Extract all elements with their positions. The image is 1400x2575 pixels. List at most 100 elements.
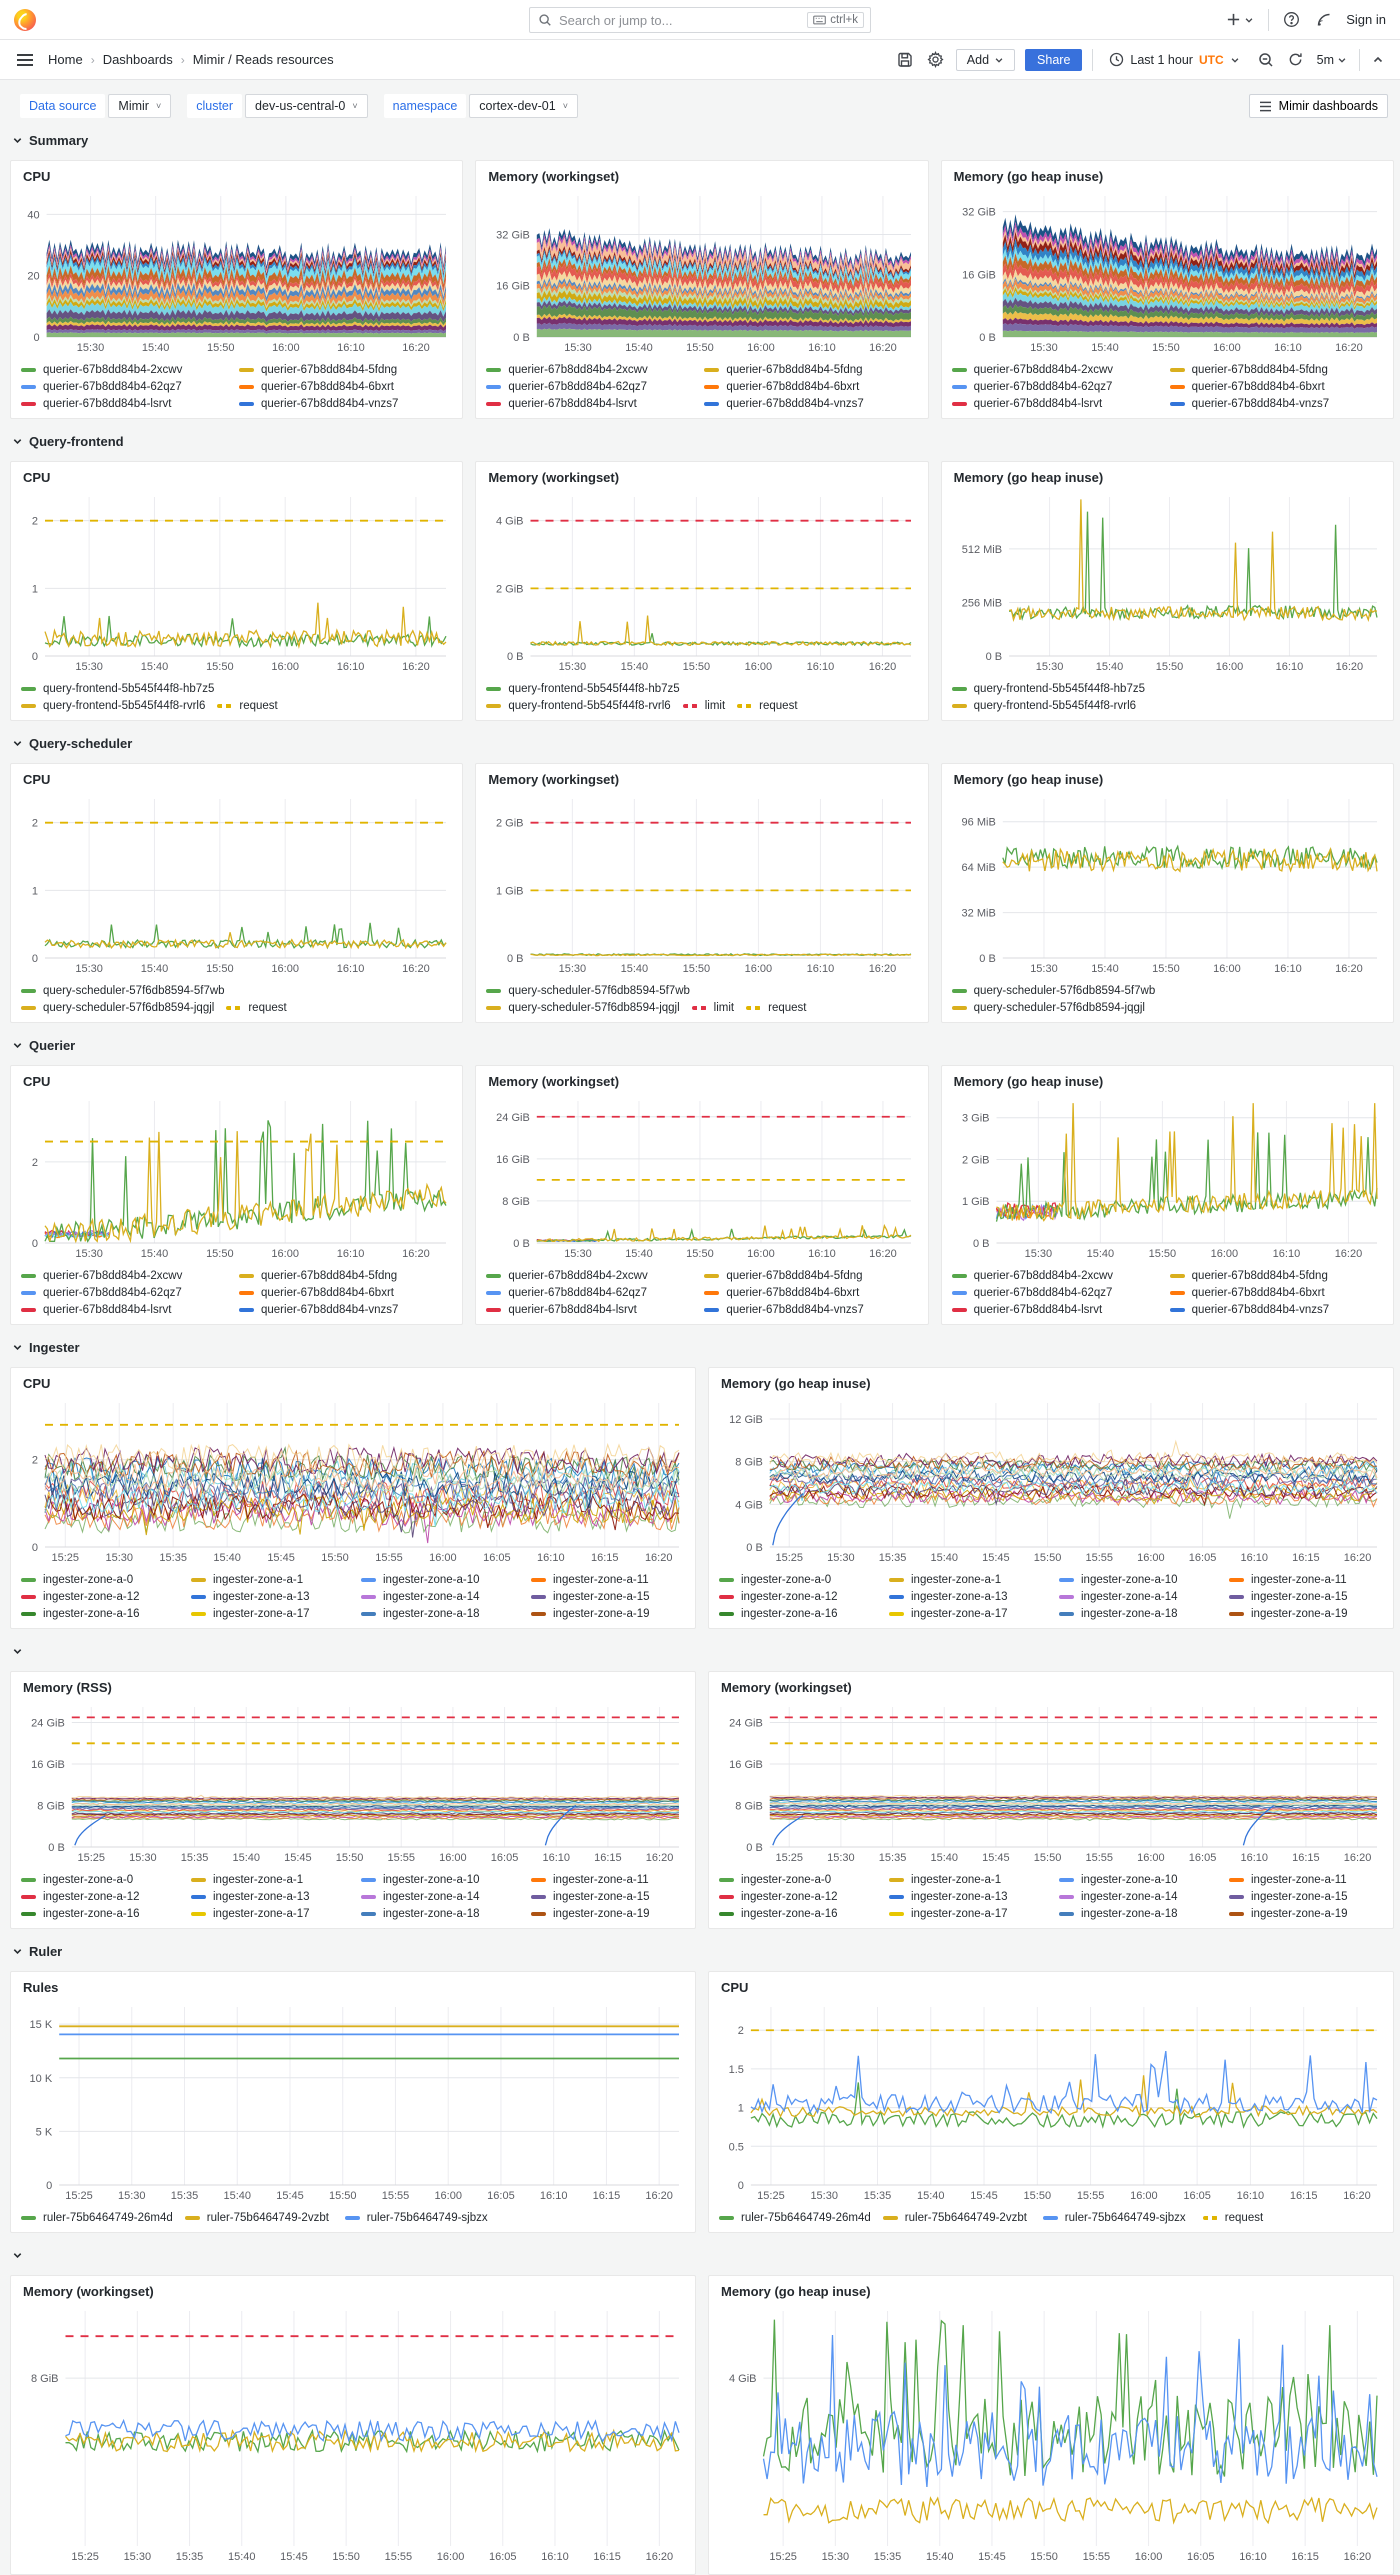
panel-title[interactable]: Memory (workingset) <box>488 772 620 787</box>
legend-item[interactable]: querier-67b8dd84b4-lsrvt <box>486 1304 692 1316</box>
panel-title[interactable]: CPU <box>23 1074 51 1089</box>
legend-item[interactable]: ingester-zone-a-13 <box>889 1891 1047 1903</box>
time-series-chart[interactable]: 15:30 15:40 15:50 16:00 16:10 16:20 4 GiB 2 GiB… <box>486 489 917 676</box>
legend-item[interactable]: querier-67b8dd84b4-vnzs7 <box>1169 1304 1376 1316</box>
panel-title[interactable]: CPU <box>23 470 51 485</box>
time-series-chart[interactable]: 15:30 15:40 15:50 16:00 16:10 16:20 32 GiB 16 G… <box>952 188 1383 357</box>
legend-item[interactable]: query-frontend-5b545f44f8-rvrl6 <box>486 700 671 712</box>
search-input[interactable]: Search or jump to... ctrl+k <box>529 7 871 33</box>
time-series-chart[interactable]: 15:25 15:30 15:35 15:40 15:45 15:50 15:55 16:00… <box>719 1999 1383 2205</box>
legend-item[interactable]: query-scheduler-57f6db8594-jqgjl <box>951 1002 1145 1014</box>
legend-item[interactable]: query-scheduler-57f6db8594-5f7wb <box>486 985 690 997</box>
row-header-ingester[interactable]: Ingester <box>12 1335 1394 1359</box>
legend-item[interactable]: ruler-75b6464749-26m4d <box>719 2212 871 2224</box>
add-menu-button[interactable] <box>1224 10 1256 29</box>
legend-item[interactable]: querier-67b8dd84b4-62qz7 <box>951 381 1158 393</box>
legend-item[interactable]: ingester-zone-a-1 <box>191 1574 349 1586</box>
refresh-button[interactable] <box>1286 50 1305 69</box>
legend-item[interactable]: querier-67b8dd84b4-6bxrt <box>1169 381 1376 393</box>
legend-item[interactable]: querier-67b8dd84b4-vnzs7 <box>239 1304 445 1316</box>
legend-item[interactable]: querier-67b8dd84b4-5fdng <box>1169 364 1376 376</box>
legend-item[interactable]: querier-67b8dd84b4-vnzs7 <box>704 398 910 410</box>
legend-item[interactable]: querier-67b8dd84b4-2xcwv <box>21 1270 227 1282</box>
time-range-picker[interactable]: Last 1 hour UTC <box>1103 51 1245 68</box>
row-header-untitled[interactable] <box>12 2243 1394 2267</box>
legend-item[interactable]: ingester-zone-a-13 <box>191 1591 349 1603</box>
legend-item[interactable]: querier-67b8dd84b4-lsrvt <box>21 398 227 410</box>
panel-title[interactable]: CPU <box>23 1376 51 1391</box>
legend-item[interactable]: querier-67b8dd84b4-5fdng <box>239 364 445 376</box>
legend-item[interactable]: querier-67b8dd84b4-2xcwv <box>951 364 1158 376</box>
row-header-ruler[interactable]: Ruler <box>12 1939 1394 1963</box>
panel-title[interactable]: CPU <box>23 169 51 184</box>
zoom-out-time-button[interactable] <box>1256 50 1276 70</box>
legend-item[interactable]: limit <box>691 1002 734 1014</box>
legend-item[interactable]: ingester-zone-a-19 <box>1229 1908 1387 1920</box>
legend-item[interactable]: ruler-75b6464749-2vzbt <box>882 2212 1031 2224</box>
legend-item[interactable]: querier-67b8dd84b4-vnzs7 <box>1169 398 1376 410</box>
legend-item[interactable]: ingester-zone-a-17 <box>191 1908 349 1920</box>
time-series-chart[interactable]: 15:30 15:40 15:50 16:00 16:10 16:20 32 GiB 16 G… <box>486 188 917 357</box>
legend-item[interactable]: ingester-zone-a-18 <box>361 1908 519 1920</box>
legend-item[interactable]: ingester-zone-a-12 <box>719 1591 877 1603</box>
legend-item[interactable]: querier-67b8dd84b4-2xcwv <box>486 1270 692 1282</box>
panel-title[interactable]: Memory (workingset) <box>488 169 620 184</box>
legend-item[interactable]: querier-67b8dd84b4-62qz7 <box>951 1287 1158 1299</box>
time-series-chart[interactable]: 15:30 15:40 15:50 16:00 16:10 16:20 2 1 0 <box>21 791 452 978</box>
legend-item[interactable]: request <box>746 1002 806 1014</box>
grafana-logo[interactable] <box>14 8 36 31</box>
legend-item[interactable]: limit <box>682 700 725 712</box>
time-series-chart[interactable]: 15:30 15:40 15:50 16:00 16:10 16:20 3 GiB 2 GiB… <box>952 1093 1383 1263</box>
time-series-chart[interactable]: 15:30 15:40 15:50 16:00 16:10 16:20 2 GiB 1 GiB… <box>486 791 917 978</box>
time-series-chart[interactable]: 15:25 15:30 15:35 15:40 15:45 15:50 15:55 16:00… <box>21 1999 685 2205</box>
legend-item[interactable]: ingester-zone-a-15 <box>1229 1891 1387 1903</box>
time-series-chart[interactable]: 15:25 15:30 15:35 15:40 15:45 15:50 15:55 16:00… <box>21 1699 685 1867</box>
legend-item[interactable]: ingester-zone-a-19 <box>531 1908 689 1920</box>
time-series-chart[interactable]: 15:30 15:40 15:50 16:00 16:10 16:20 24 GiB 16 G… <box>486 1093 917 1263</box>
legend-item[interactable]: ingester-zone-a-11 <box>531 1874 689 1886</box>
legend-item[interactable]: query-scheduler-57f6db8594-jqgjl <box>486 1002 680 1014</box>
legend-item[interactable]: ingester-zone-a-10 <box>361 1874 519 1886</box>
legend-item[interactable]: ingester-zone-a-16 <box>21 1908 179 1920</box>
panel-title[interactable]: Memory (workingset) <box>488 470 620 485</box>
time-series-chart[interactable]: 15:25 15:30 15:35 15:40 15:45 15:50 15:55 16:00… <box>719 1699 1383 1867</box>
news-button[interactable] <box>1314 10 1334 30</box>
dashboard-settings-button[interactable] <box>925 49 946 70</box>
legend-item[interactable]: ingester-zone-a-19 <box>531 1608 689 1620</box>
legend-item[interactable]: querier-67b8dd84b4-62qz7 <box>486 1287 692 1299</box>
legend-item[interactable]: ruler-75b6464749-sjbzx <box>344 2212 493 2224</box>
legend-item[interactable]: querier-67b8dd84b4-6bxrt <box>704 1287 910 1299</box>
legend-item[interactable]: ruler-75b6464749-sjbzx <box>1042 2212 1191 2224</box>
legend-item[interactable]: ingester-zone-a-17 <box>191 1608 349 1620</box>
legend-item[interactable]: ingester-zone-a-0 <box>21 1574 179 1586</box>
mimir-dashboards-button[interactable]: Mimir dashboards <box>1248 94 1388 118</box>
legend-item[interactable]: request <box>217 700 278 712</box>
legend-item[interactable]: ingester-zone-a-14 <box>361 1891 519 1903</box>
legend-item[interactable]: ingester-zone-a-17 <box>889 1908 1047 1920</box>
save-dashboard-button[interactable] <box>895 50 915 70</box>
legend-item[interactable]: querier-67b8dd84b4-vnzs7 <box>239 398 445 410</box>
legend-item[interactable]: ingester-zone-a-15 <box>1229 1591 1387 1603</box>
legend-item[interactable]: query-frontend-5b545f44f8-rvrl6 <box>21 700 205 712</box>
legend-item[interactable]: ingester-zone-a-10 <box>1059 1574 1217 1586</box>
time-series-chart[interactable]: 15:25 15:30 15:35 15:40 15:45 15:50 15:55 16:00… <box>21 1395 685 1567</box>
panel-title[interactable]: Memory (go heap inuse) <box>953 772 1104 787</box>
time-series-chart[interactable]: 15:25 15:30 15:35 15:40 15:45 15:50 15:55 16:00… <box>21 2303 685 2566</box>
panel-title[interactable]: Rules <box>23 1980 59 1995</box>
legend-item[interactable]: query-scheduler-57f6db8594-5f7wb <box>21 985 225 997</box>
legend-item[interactable]: ingester-zone-a-1 <box>889 1574 1047 1586</box>
legend-item[interactable]: ruler-75b6464749-26m4d <box>21 2212 173 2224</box>
legend-item[interactable]: querier-67b8dd84b4-2xcwv <box>951 1270 1158 1282</box>
legend-item[interactable]: querier-67b8dd84b4-5fdng <box>1169 1270 1376 1282</box>
legend-item[interactable]: ingester-zone-a-14 <box>1059 1891 1217 1903</box>
time-series-chart[interactable]: 15:25 15:30 15:35 15:40 15:45 15:50 15:55 16:00… <box>719 1395 1383 1567</box>
legend-item[interactable]: ingester-zone-a-11 <box>531 1574 689 1586</box>
legend-item[interactable]: query-scheduler-57f6db8594-jqgjl <box>21 1002 214 1014</box>
legend-item[interactable]: ingester-zone-a-0 <box>21 1874 179 1886</box>
legend-item[interactable]: ingester-zone-a-19 <box>1229 1608 1387 1620</box>
legend-item[interactable]: ingester-zone-a-10 <box>361 1574 519 1586</box>
legend-item[interactable]: ruler-75b6464749-2vzbt <box>184 2212 333 2224</box>
panel-title[interactable]: Memory (RSS) <box>23 1680 112 1695</box>
refresh-interval-dropdown[interactable]: 5m <box>1315 51 1349 69</box>
legend-item[interactable]: querier-67b8dd84b4-62qz7 <box>486 381 692 393</box>
